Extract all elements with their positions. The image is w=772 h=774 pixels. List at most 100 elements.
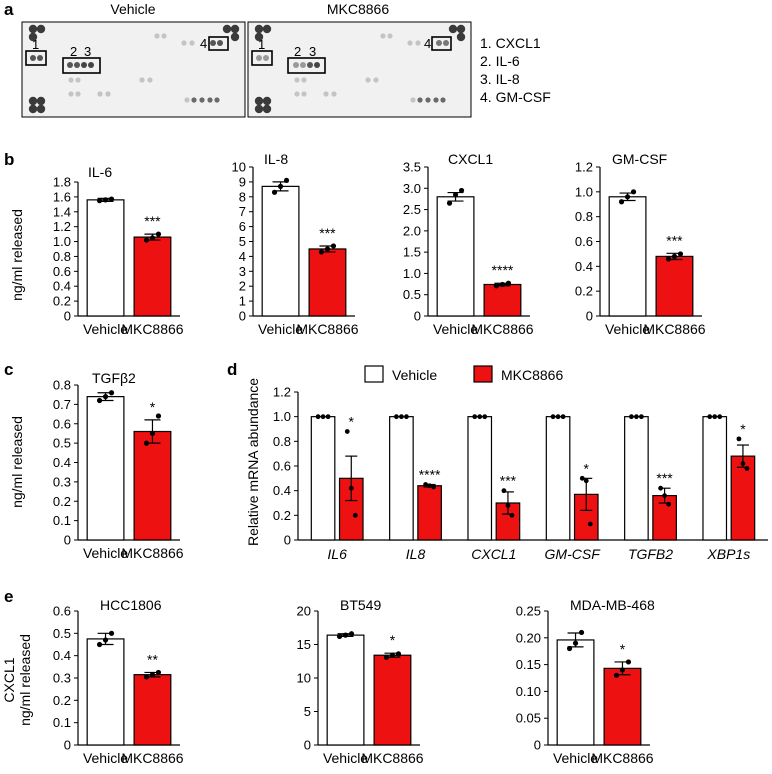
- y-tick-label: 10: [232, 160, 246, 175]
- blot-box-gmcsf-vehicle: [208, 36, 229, 51]
- significance-label: *: [150, 399, 156, 415]
- faint-spot: [181, 40, 187, 46]
- y-tick-label: 0.4: [575, 259, 593, 274]
- data-point: [452, 192, 459, 198]
- y-tick-label: 1.5: [403, 245, 421, 260]
- y-tick-label: 1.2: [575, 160, 593, 175]
- reference-spot: [254, 104, 264, 114]
- y-tick-label: 2.5: [403, 202, 421, 217]
- y-tick-label: 8: [239, 189, 246, 204]
- data-point: [96, 198, 103, 204]
- spot-il6-il8: [67, 62, 73, 68]
- x-tick-label: MKC8866: [643, 321, 705, 337]
- spot-cxcl1: [37, 55, 43, 61]
- data-point: [318, 249, 325, 255]
- chart-cxcl1: 0 0.5 1.0 1.5 2.0 2.5 3.0 3.5 CXCL1 VehicleMKC886…: [403, 151, 534, 337]
- data-point: [96, 641, 103, 648]
- data-point: [149, 235, 156, 241]
- data-point: [560, 414, 566, 420]
- x-tick-label: Vehicle: [605, 321, 650, 337]
- data-point: [96, 397, 103, 404]
- data-point: [342, 632, 349, 638]
- spot-il6-il8: [293, 62, 299, 68]
- data-point: [501, 488, 507, 494]
- bar-vehicle: [310, 416, 336, 541]
- y-tick-label: 0.2: [273, 508, 291, 523]
- data-point: [155, 669, 162, 676]
- panel-label-c: c: [4, 360, 13, 379]
- reference-spot: [448, 24, 458, 34]
- faint-spot: [184, 97, 190, 103]
- data-point: [102, 637, 109, 643]
- data-point: [566, 645, 573, 652]
- data-point: [143, 440, 150, 446]
- blot-box-label-1b: 1: [258, 37, 265, 52]
- panel-label-a: a: [4, 0, 14, 19]
- data-point: [277, 183, 284, 189]
- data-point: [320, 414, 326, 420]
- y-tick-label: 0.1: [53, 715, 71, 730]
- chart-title: GM-CSF: [612, 151, 667, 167]
- data-point: [472, 414, 478, 420]
- y-tick-label: 7: [239, 204, 246, 219]
- data-point: [348, 485, 354, 491]
- data-point: [383, 654, 390, 660]
- y-tick-label: 0.4: [53, 455, 71, 470]
- bar-mkc8866: [308, 248, 347, 317]
- blot-box-label-4b: 4: [424, 36, 431, 51]
- x-tick-label: IL6: [327, 546, 347, 562]
- bar-vehicle: [86, 638, 125, 746]
- y-tick-label: 0: [534, 738, 541, 753]
- data-point: [630, 189, 637, 195]
- legend-swatch-vehicle: [364, 365, 384, 383]
- blot-box-label-4: 4: [200, 36, 207, 51]
- data-point: [618, 199, 625, 205]
- blot-legend-1: 1. CXCL1: [480, 35, 541, 51]
- data-point: [482, 414, 488, 420]
- significance-label: ***: [500, 473, 517, 489]
- y-tick-label: 0: [284, 533, 291, 548]
- data-point: [324, 246, 331, 252]
- y-tick-label: 0.6: [575, 234, 593, 249]
- faint-spot: [154, 33, 160, 39]
- spot-il6-il8: [81, 62, 87, 68]
- blot-title-mkc8866: MKC8866: [327, 1, 389, 17]
- y-tick-label: 0.5: [53, 436, 71, 451]
- faint-spot: [415, 40, 421, 46]
- chart-tgfb2: 0 0.1 0.2 0.3 0.4 0.5 0.6 0.7 0.8 TGFβ2 VehicleMKC…: [53, 370, 184, 561]
- x-tick-label: XBP1s: [706, 546, 750, 562]
- data-point: [394, 414, 399, 420]
- data-point: [477, 414, 483, 420]
- y-tick-label: 0.3: [53, 474, 71, 489]
- y-tick-label: 5: [304, 704, 311, 719]
- blot-box-il6-il8-vehicle: [62, 57, 101, 74]
- reference-spot: [36, 104, 46, 114]
- reference-spot: [222, 24, 232, 34]
- x-tick-label: IL8: [406, 546, 426, 562]
- y-tick-label: 9: [239, 174, 246, 189]
- data-point: [666, 501, 671, 507]
- reference-spot: [28, 96, 38, 106]
- data-point: [587, 521, 593, 527]
- y-tick-label: 0: [586, 309, 593, 324]
- chart-title: TGFβ2: [92, 370, 136, 386]
- faint-spot: [68, 91, 74, 97]
- faint-spot: [380, 33, 386, 39]
- significance-label: ***: [144, 213, 161, 229]
- y-tick-label: 0.8: [273, 434, 291, 449]
- y-tick-label: 0.3: [53, 671, 71, 686]
- x-tick-label: MKC8866: [121, 545, 183, 561]
- y-tick-label: 4: [239, 249, 246, 264]
- y-tick-label: 0.20: [516, 630, 541, 645]
- x-tick-label: Vehicle: [83, 545, 128, 561]
- y-tick-label: 0.8: [53, 378, 71, 393]
- faint-spot: [207, 97, 213, 103]
- panel-label-d: d: [227, 360, 237, 379]
- reference-spot: [254, 32, 264, 42]
- data-point: [143, 237, 150, 243]
- faint-spot: [387, 33, 393, 39]
- y-tick-label: 0.1: [53, 513, 71, 528]
- bar-vehicle: [545, 416, 571, 541]
